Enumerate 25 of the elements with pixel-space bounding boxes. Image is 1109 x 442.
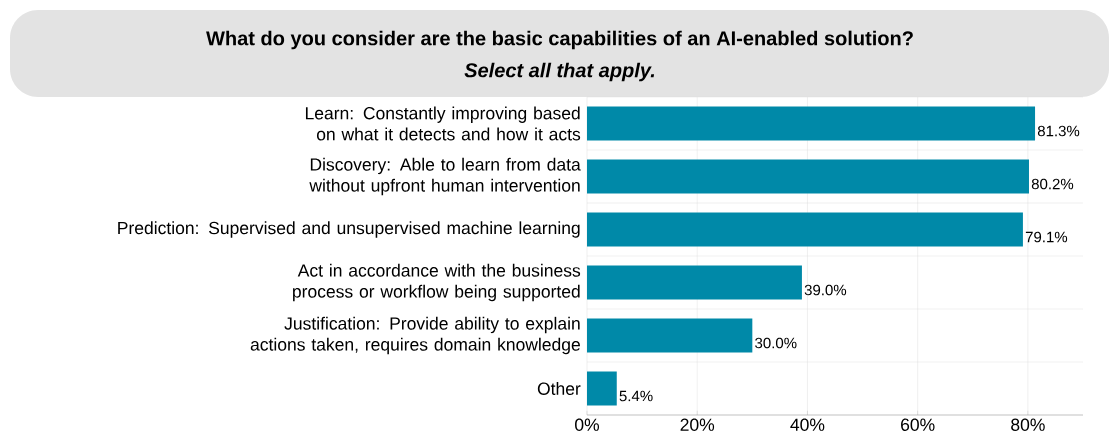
data-label: 79.1% (1025, 231, 1068, 243)
y-tick-label: Justification: Provide ability to explain actions taken, requires domain knowledge (250, 316, 580, 355)
bar (587, 212, 1023, 247)
y-tick-label: Other (537, 382, 581, 395)
y-tick-label: Prediction: Supervised and unsupervised machine learning (118, 221, 580, 238)
y-tick-label: Discovery: Able to learn from data without upfront human intervention (309, 157, 581, 196)
bar (587, 106, 1036, 141)
chart-subtitle: Select all that apply. (464, 62, 655, 82)
y-tick-label: Act in accordance with the business process or workflow being supported (293, 263, 581, 302)
data-label: 5.4% (619, 390, 653, 402)
bar (587, 159, 1029, 194)
data-label: 81.3% (1037, 125, 1080, 137)
bar (587, 265, 802, 300)
data-label: 80.2% (1031, 178, 1074, 190)
data-label: 39.0% (804, 284, 847, 296)
y-tick-label: Learn: Constantly improving based on what it detects and how it acts (305, 106, 581, 141)
chart-title: What do you consider are the basic capabilities of an AI-enabled solution? (206, 30, 913, 50)
bar (587, 318, 753, 353)
x-tick-label: 40% (790, 418, 825, 431)
x-tick-label: 0% (575, 418, 600, 431)
x-tick-label: 60% (901, 418, 935, 431)
x-tick-label: 20% (680, 418, 715, 431)
x-tick-label: 80% (1011, 418, 1045, 431)
data-label: 30.0% (755, 337, 797, 349)
bar (587, 371, 617, 406)
